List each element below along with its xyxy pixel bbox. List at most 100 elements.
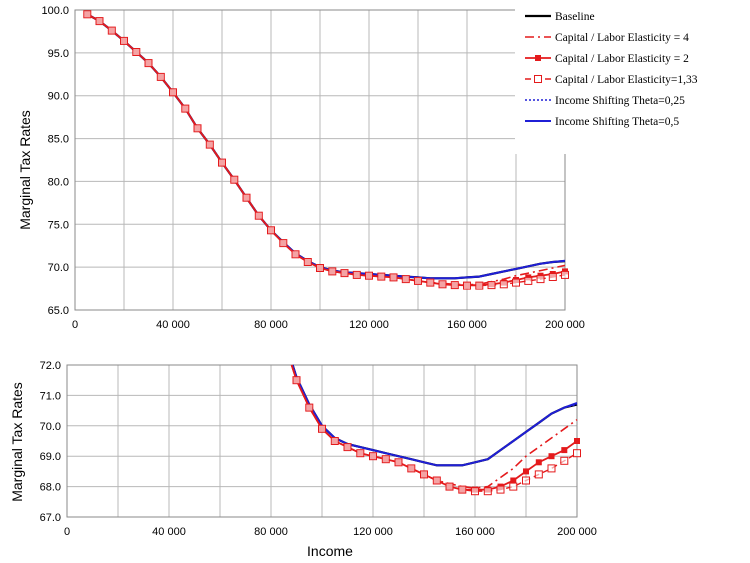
x-tick-label: 40 000	[156, 319, 190, 331]
x-tick-label: 120 000	[349, 319, 389, 331]
open-square-marker	[369, 452, 377, 461]
open-square-marker	[475, 281, 484, 290]
open-square-marker	[536, 275, 545, 284]
bottom-grid	[66, 364, 578, 518]
open-square-marker	[401, 275, 410, 284]
open-square-marker	[471, 487, 479, 496]
bottom-y-axis-label: Marginal Tax Rates	[9, 382, 25, 502]
x-tick-label: 80 000	[254, 526, 288, 538]
open-square-marker	[547, 464, 556, 473]
filled-square-marker	[574, 438, 580, 444]
open-square-marker	[487, 281, 496, 290]
series-line	[86, 13, 566, 280]
open-square-marker	[352, 270, 361, 279]
open-square-marker	[522, 476, 530, 485]
y-tick-label: 68.0	[40, 482, 61, 494]
open-square-marker	[496, 485, 505, 494]
legend-label: Capital / Labor Elasticity = 4	[555, 32, 689, 44]
x-tick-label: 0	[72, 319, 78, 331]
open-square-marker	[394, 458, 403, 467]
y-tick-label: 95.0	[48, 48, 69, 60]
x-tick-label: 80 000	[254, 319, 288, 331]
y-tick-label: 75.0	[48, 219, 69, 231]
open-square-marker	[144, 59, 153, 68]
open-square-marker	[512, 278, 520, 287]
open-square-marker	[83, 10, 92, 19]
top-series	[83, 10, 569, 290]
open-square-marker	[509, 482, 518, 491]
legend-label: Income Shifting Theta=0,25	[555, 95, 685, 107]
y-tick-label: 72.0	[40, 360, 61, 372]
x-tick-label: 0	[64, 526, 70, 538]
open-square-marker	[328, 267, 337, 276]
open-square-marker	[407, 464, 416, 473]
open-square-marker	[95, 17, 104, 26]
x-tick-label: 160 000	[455, 526, 495, 538]
x-tick-label: 120 000	[353, 526, 393, 538]
open-square-marker	[107, 26, 116, 35]
bottom-x-ticks: 0 40 000 80 000 120 000 160 000 200 000	[64, 526, 597, 538]
open-square-marker	[438, 280, 447, 289]
y-tick-label: 65.0	[48, 305, 69, 317]
x-tick-label: 40 000	[152, 526, 186, 538]
series-line	[86, 13, 566, 280]
open-square-marker	[432, 476, 441, 485]
open-square-marker	[305, 403, 314, 412]
legend: Baseline Capital / Labor Elasticity = 4 Ca…	[515, 4, 750, 154]
open-square-marker	[524, 276, 533, 285]
series-line	[86, 13, 566, 286]
open-square-marker	[340, 269, 349, 278]
open-square-marker	[267, 226, 275, 235]
top-y-axis-label: Marginal Tax Rates	[17, 110, 33, 230]
open-square-marker	[365, 271, 373, 280]
open-square-marker	[426, 278, 435, 287]
open-square-marker	[218, 158, 226, 167]
open-square-marker	[242, 193, 251, 202]
open-square-marker	[291, 250, 300, 259]
open-square-marker	[548, 273, 557, 281]
open-square-marker	[120, 36, 128, 45]
y-tick-label: 80.0	[48, 176, 69, 188]
series-line	[86, 13, 566, 280]
y-tick-label: 85.0	[48, 134, 69, 146]
filled-square-marker	[561, 447, 568, 454]
open-square-marker	[377, 272, 386, 281]
open-square-marker	[254, 211, 263, 220]
legend-label: Income Shifting Theta=0,5	[555, 116, 679, 128]
open-square-marker	[330, 437, 339, 445]
y-tick-label: 100.0	[41, 5, 69, 17]
y-tick-label: 71.0	[40, 390, 61, 402]
open-square-marker	[499, 280, 508, 289]
open-square-marker	[534, 470, 543, 479]
series-line	[86, 13, 566, 286]
open-square-marker	[169, 88, 177, 97]
x-tick-label: 200 000	[545, 319, 585, 331]
y-tick-label: 90.0	[48, 91, 69, 103]
legend-background	[515, 4, 750, 154]
bottom-chart: 0 40 000 80 000 120 000 160 000 200 000 67.0 6…	[9, 360, 597, 559]
open-square-marker	[483, 487, 492, 496]
y-tick-label: 70.0	[40, 421, 61, 433]
open-square-marker	[356, 449, 365, 458]
filled-square-marker	[523, 468, 529, 475]
open-square-marker	[318, 424, 326, 433]
open-square-marker	[445, 482, 454, 491]
legend-label: Capital / Labor Elasticity = 2	[555, 53, 689, 65]
x-tick-label: 200 000	[557, 526, 597, 538]
y-tick-label: 70.0	[48, 262, 69, 274]
open-square-marker	[205, 140, 214, 149]
open-square-marker	[458, 485, 467, 494]
open-square-marker	[463, 281, 471, 290]
series-line	[290, 364, 578, 492]
y-tick-label: 67.0	[40, 512, 61, 524]
open-square-marker	[389, 273, 398, 282]
bottom-series	[290, 364, 581, 496]
legend-label: Capital / Labor Elasticity=1,33	[555, 74, 698, 86]
open-square-marker	[414, 276, 422, 285]
filled-square-marker	[535, 459, 542, 466]
open-square-marker	[450, 281, 459, 290]
open-square-marker	[343, 443, 352, 452]
open-square-marker	[181, 104, 190, 113]
open-square-marker	[573, 449, 581, 458]
x-tick-label: 160 000	[447, 319, 487, 331]
